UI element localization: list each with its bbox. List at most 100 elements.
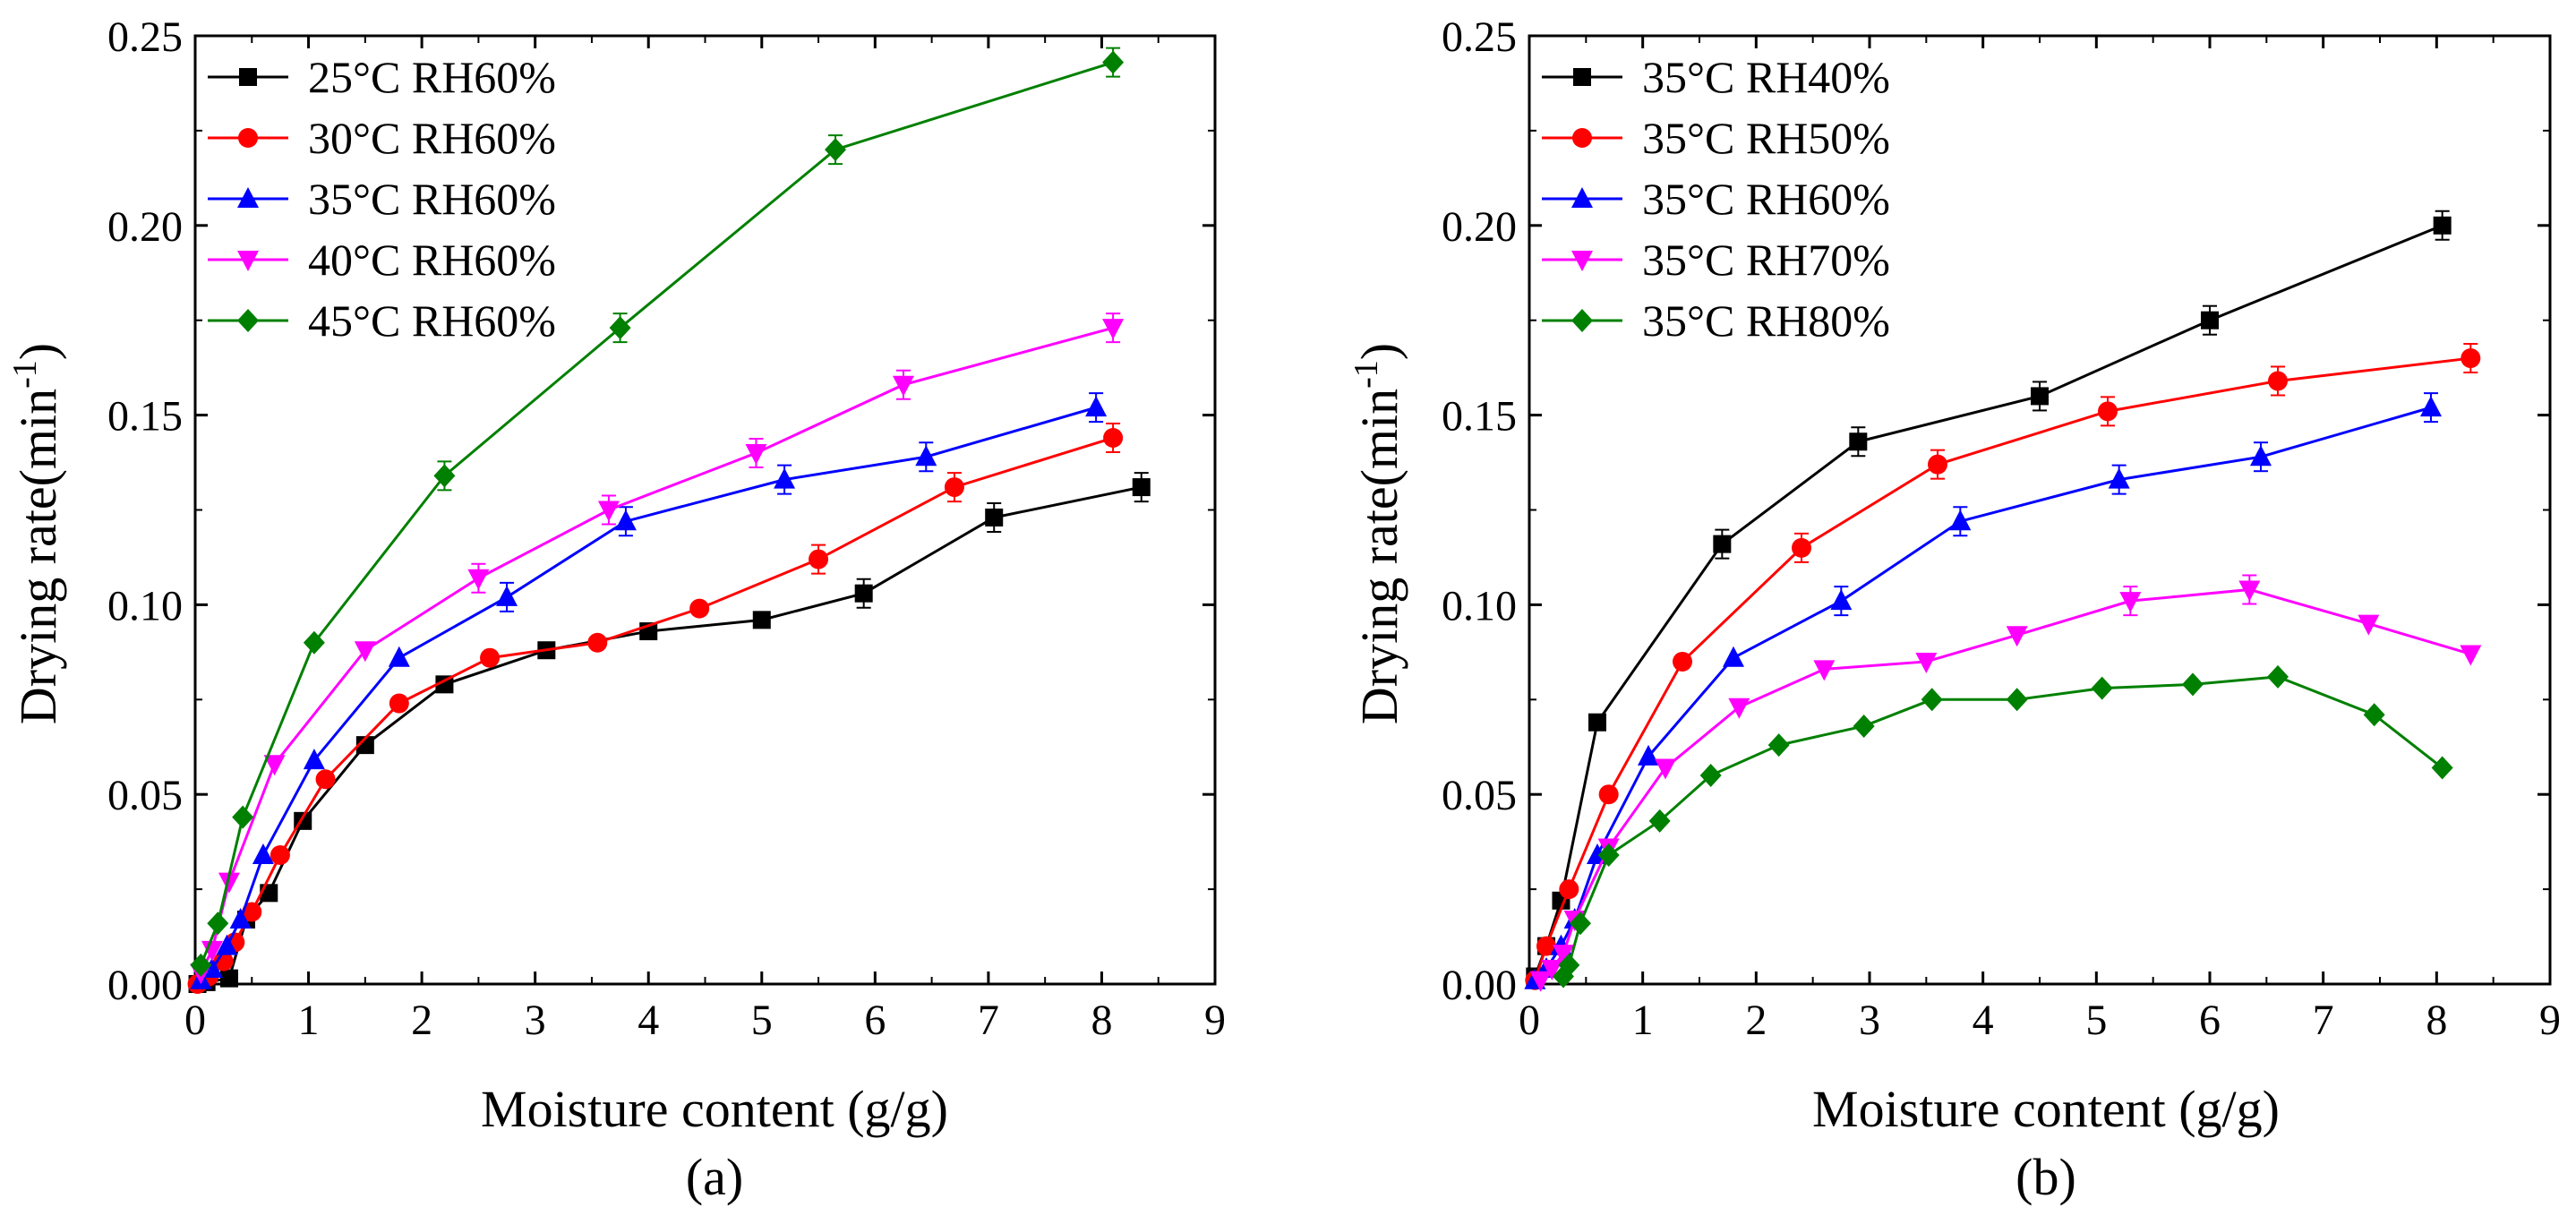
x-axis-title-b: Moisture content (g/g)	[1812, 1080, 2280, 1138]
legend-label: 45°C RH60%	[308, 295, 556, 346]
y-tick-label: 0.25	[1442, 13, 1517, 61]
legend-entry: 35°C RH80%	[1542, 295, 1890, 346]
data-point	[1132, 478, 1151, 497]
data-point	[435, 675, 454, 694]
data-point	[2108, 467, 2130, 489]
data-point	[2006, 688, 2028, 712]
chart-panel-b: 35°C RH40% 35°C RH50% 35°C RH60% 35°C RH70%…	[1348, 13, 2561, 1206]
legend-swatch-marker	[1571, 309, 1593, 332]
x-tick-label: 9	[2539, 997, 2561, 1044]
data-point	[1928, 454, 1947, 475]
legend-entry: 35°C RH70%	[1542, 235, 1890, 285]
legend-swatch-marker	[239, 68, 257, 86]
legend-swatch-marker	[1573, 68, 1591, 86]
data-point	[1849, 432, 1868, 451]
data-point	[1713, 535, 1732, 553]
tick-labels-a: 0 1 2 3 4 5 6 7 8 9 0.00 0.05 0.10 0.15 0.20 0.25	[107, 13, 1226, 1044]
legend-swatch-marker	[237, 251, 259, 271]
series-35-c-rh60-	[190, 392, 1108, 989]
data-point	[1588, 713, 1606, 732]
data-point	[944, 477, 964, 498]
series-line	[197, 485, 1143, 986]
x-axis-title-a: Moisture content (g/g)	[481, 1080, 948, 1138]
data-point	[190, 953, 212, 977]
data-point	[1655, 758, 1676, 780]
data-point	[1921, 688, 1943, 712]
axes-frame-a	[193, 34, 1217, 986]
data-point	[1536, 936, 1556, 956]
y-tick-label: 0.20	[1442, 203, 1517, 251]
data-point	[1102, 319, 1125, 340]
data-point	[587, 632, 608, 653]
data-point	[213, 951, 234, 971]
data-point	[1853, 714, 1875, 738]
series-line	[199, 326, 1114, 973]
legend-label: 25°C RH60%	[308, 52, 556, 102]
data-point	[2031, 387, 2049, 406]
data-point	[2431, 756, 2453, 780]
x-tick-label: 6	[2199, 997, 2221, 1044]
y-tick-label: 0.10	[107, 582, 183, 629]
series-35-c-rh50-	[1525, 343, 2481, 990]
legend-a: 25°C RH60% 30°C RH60% 35°C RH60% 40°C RH60%…	[208, 52, 556, 346]
panel-label-a: (a)	[686, 1148, 743, 1206]
x-tick-label: 7	[978, 997, 999, 1044]
legend-label: 30°C RH60%	[308, 113, 556, 163]
x-tick-label: 2	[411, 997, 432, 1044]
data-point	[1648, 809, 1671, 833]
data-point	[609, 316, 631, 340]
y-tick-label: 0.10	[1442, 582, 1517, 629]
series-layer-b	[1524, 210, 2482, 992]
legend-label: 35°C RH70%	[1642, 235, 1890, 285]
data-point	[2238, 580, 2261, 602]
data-point	[1638, 744, 1659, 766]
data-point	[1813, 660, 1836, 681]
legend-entry: 35°C RH40%	[1542, 52, 1890, 102]
data-point	[1529, 971, 1552, 992]
data-point	[216, 934, 238, 955]
data-point	[689, 598, 710, 619]
data-point	[1570, 912, 1591, 936]
y-tick-label: 0.05	[107, 772, 183, 819]
x-tick-label: 5	[751, 997, 773, 1044]
series-line	[1562, 675, 2443, 978]
y-axis-title-main-b: Drying rate(min	[1350, 389, 1408, 724]
data-point	[355, 736, 374, 755]
data-point	[252, 843, 274, 864]
data-point	[2420, 396, 2442, 417]
data-point	[207, 912, 229, 936]
legend-swatch-marker	[238, 128, 258, 148]
data-point	[218, 872, 240, 894]
data-point	[2006, 626, 2028, 647]
legend-entry: 40°C RH60%	[208, 235, 556, 285]
data-point	[201, 940, 223, 962]
data-point	[1598, 784, 1619, 805]
legend-entry: 45°C RH60%	[208, 295, 556, 346]
x-tick-label: 1	[298, 997, 320, 1044]
x-tick-label: 9	[1204, 997, 1226, 1044]
y-tick-label: 0.15	[107, 393, 183, 441]
data-point	[467, 569, 490, 590]
data-point	[1767, 733, 1790, 758]
data-point	[1723, 646, 1744, 667]
data-point	[232, 805, 254, 829]
series-line	[1539, 587, 2471, 981]
data-point	[303, 749, 325, 770]
y-axis-title-sup-b: -1	[1348, 360, 1385, 389]
y-axis-title-b: Drying rate(min-1)	[1348, 343, 1408, 724]
x-tick-label: 6	[864, 997, 886, 1044]
legend-swatch-marker	[237, 187, 259, 208]
x-tick-label: 5	[2085, 997, 2107, 1044]
data-point	[315, 769, 336, 790]
axes-frame-b	[1528, 34, 2552, 986]
y-tick-label: 0.05	[1442, 772, 1517, 819]
data-point	[1558, 953, 1580, 977]
series-layer-a	[187, 47, 1151, 994]
data-point	[745, 443, 767, 465]
y-axis-title-main-a: Drying rate(min	[9, 389, 67, 724]
x-tick-label: 3	[525, 997, 546, 1044]
legend-label: 40°C RH60%	[308, 235, 556, 285]
data-point	[614, 509, 637, 531]
legend-entry: 25°C RH60%	[208, 52, 556, 102]
